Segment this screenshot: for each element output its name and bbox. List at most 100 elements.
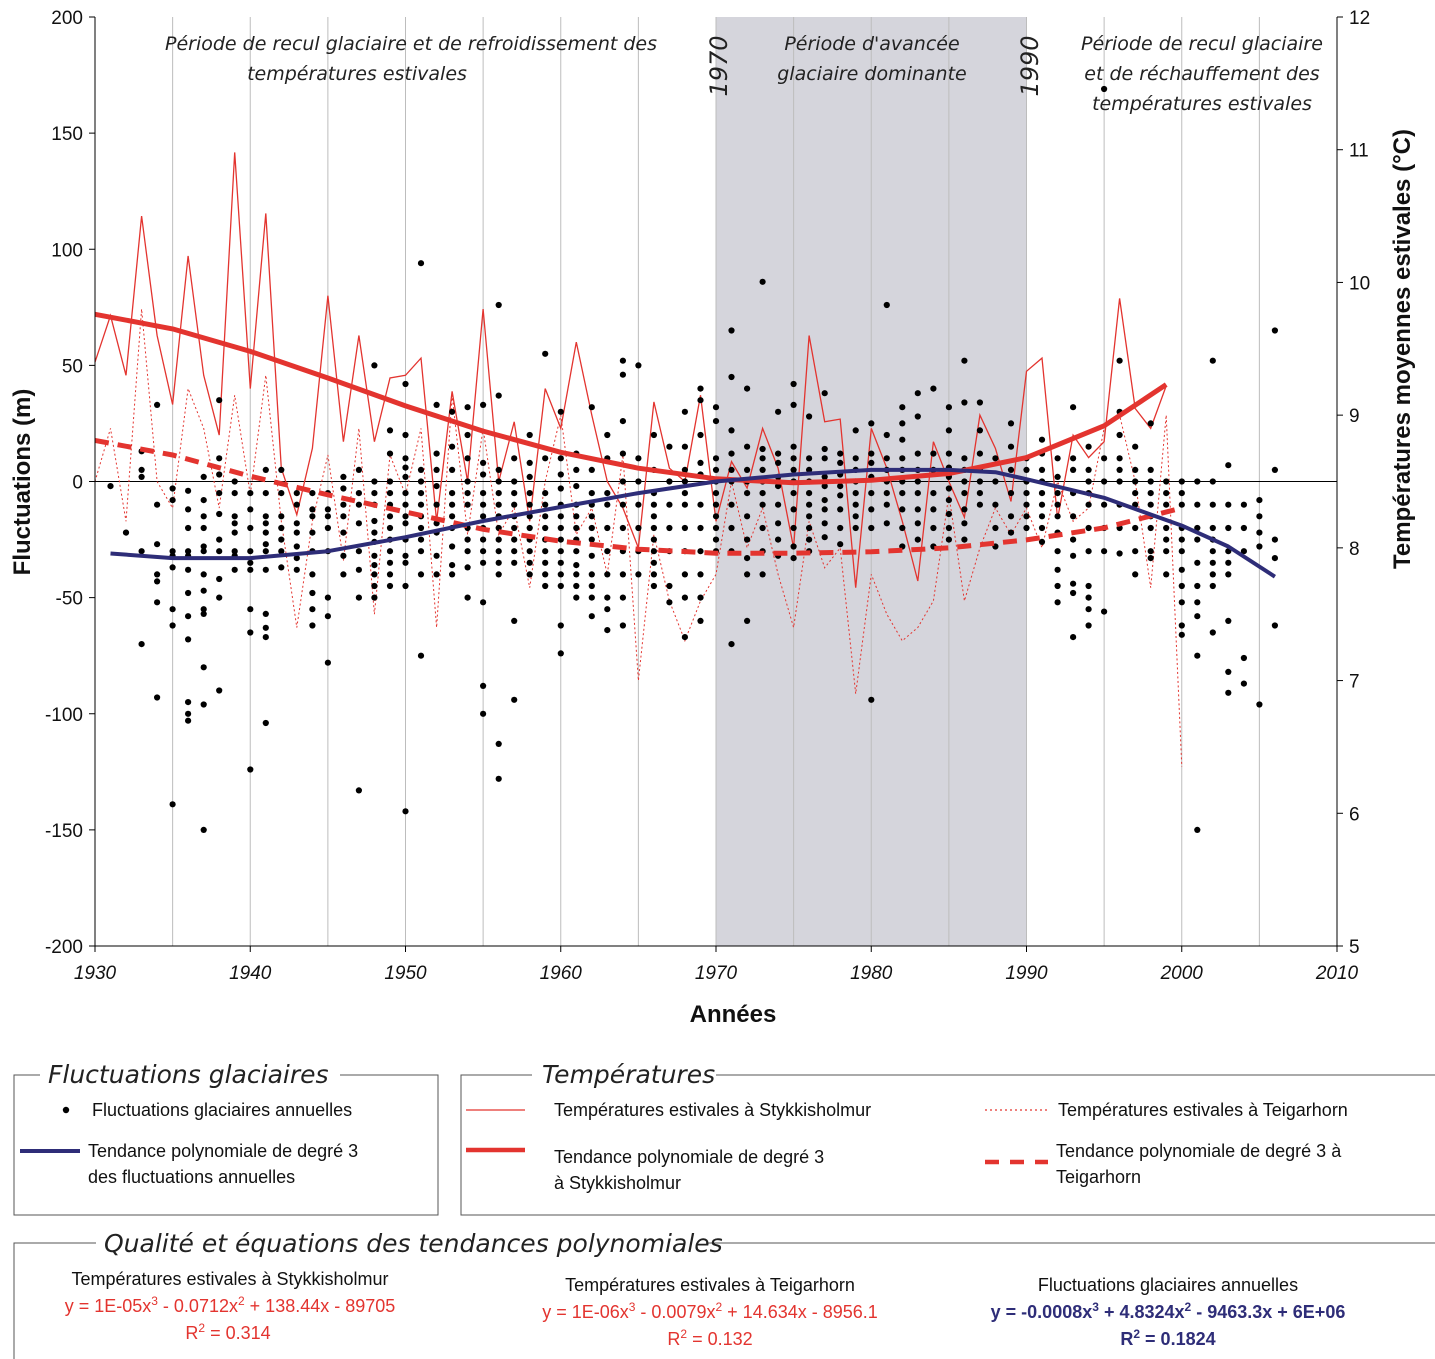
fluctuation-point [1054,513,1061,520]
fluctuation-point [480,401,487,408]
fluctuation-point [309,606,316,613]
fluctuation-point [821,390,828,397]
fluctuation-point [371,552,378,559]
fluctuation-point [293,501,300,508]
fluctuation-point [511,559,518,566]
fluctuation-point [712,524,720,532]
fluctuation-point [386,559,394,566]
y-left-tick-label: -200 [45,937,83,958]
fluctuation-point [1209,571,1216,578]
fluctuation-point [604,594,611,601]
fluctuation-point [185,699,192,706]
fluctuation-point [542,350,549,357]
fluctuation-point [495,490,502,497]
fluctuation-point [1132,490,1139,497]
fluctuation-point [1038,436,1046,443]
fluctuation-point [402,582,409,590]
y-left-tick-label: 100 [51,240,83,261]
fluctuation-point [619,450,627,457]
fluctuation-point [449,490,456,497]
fluctuation-point [1085,594,1092,601]
equation-2-formula: y = 1E-06x3 - 0.0079x2 + 14.634x - 8956.… [542,1300,878,1322]
fluctuation-point [371,594,378,601]
fluctuation-point [557,559,564,566]
fluctuation-point [681,478,689,485]
fluctuation-point [1147,548,1154,555]
fluctuation-point [262,529,269,536]
fluctuation-point [961,478,968,485]
fluctuation-point [1101,608,1108,615]
fluctuation-point [759,466,766,473]
fluctuation-point [386,524,394,532]
fluctuation-point [1085,622,1092,629]
fluctuation-point [216,510,223,518]
fluctuation-point [1240,654,1247,662]
fluctuation-point [495,466,502,473]
fluctuation-point [200,606,207,613]
fluctuation-point [340,552,347,559]
fluctuation-point [744,571,751,578]
fluctuation-point [324,524,331,532]
fluctuation-point [1240,680,1247,687]
fluctuation-point [511,478,518,485]
fluctuation-point [821,455,828,462]
fluctuation-point [1209,501,1216,508]
fluctuation-point [433,552,440,559]
fluctuation-point [759,445,766,453]
fluctuation-point [619,501,627,508]
fluctuation-point [542,524,549,532]
fluctuation-point [712,490,720,497]
temperature-series [94,152,1183,767]
fluctuation-point [666,501,673,508]
fluctuation-point [604,501,611,508]
fluctuation-point [1085,582,1092,590]
x-tick-label: 1990 [1005,963,1048,984]
fluctuation-point [945,524,953,532]
fluctuation-point [852,427,859,434]
fluctuation-point [402,380,409,388]
fluctuation-point [169,548,176,555]
fluctuation-point [775,520,782,527]
fluctuation-point [914,450,921,457]
fluctuation-point [278,536,285,543]
fluctuation-point [309,490,316,497]
fluctuation-point [526,473,533,480]
fluctuation-point [340,473,347,480]
fluctuation-point [293,520,300,527]
fluctuation-point [961,490,968,497]
legend-temperatures-item-3-line-1: Tendance polynomiale de degré 3 [554,1147,824,1167]
fluctuation-point [1116,431,1123,439]
fluctuation-point [806,466,813,473]
fluctuation-point [1023,501,1030,508]
fluctuation-point [744,466,751,473]
fluctuation-point [1085,478,1092,485]
fluctuation-point [619,594,627,601]
fluctuation-point [775,408,782,415]
fluctuation-point [231,548,238,555]
fluctuation-point [1271,466,1278,473]
fluctuation-point [542,582,549,590]
fluctuation-point [945,427,953,434]
fluctuation-point [247,766,254,773]
fluctuation-point [930,385,937,392]
fluctuation-point [697,571,704,578]
fluctuation-point [371,529,378,536]
fluctuation-point [1023,524,1030,532]
x-tick-label: 1980 [850,963,893,984]
fluctuation-point [480,501,487,508]
fluctuation-point [262,719,269,727]
fluctuation-point [697,617,704,625]
fluctuation-point [976,478,984,485]
fluctuation-point [200,548,207,555]
fluctuation-point [1209,357,1216,364]
fluctuation-point [355,490,362,497]
fluctuation-point [417,478,425,485]
fluctuation-point [650,513,658,520]
fluctuation-point [495,501,502,508]
fluctuation-point [1054,490,1061,497]
y-right-tick-label: 8 [1349,539,1360,560]
fluctuation-point [1178,582,1185,590]
fluctuation-point [293,490,300,497]
fluctuation-point [1116,478,1123,485]
fluctuation-point [231,529,238,536]
